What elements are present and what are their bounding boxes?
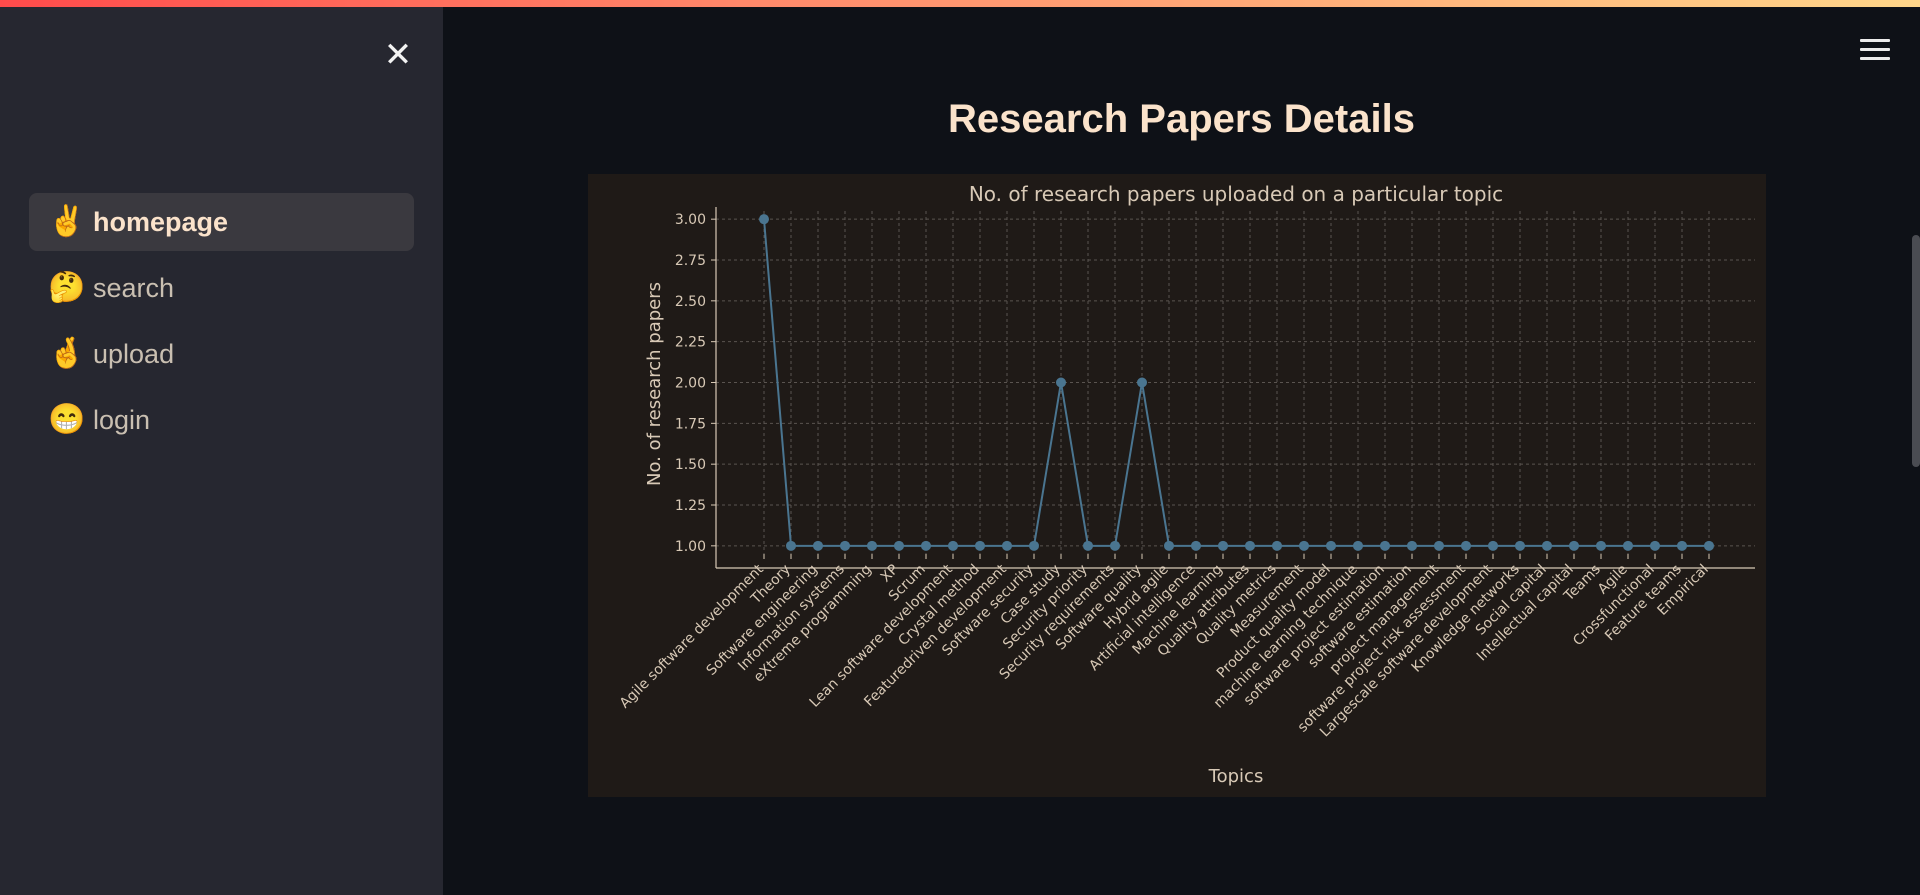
data-point	[840, 540, 850, 551]
data-point	[1677, 540, 1687, 551]
data-point	[1434, 540, 1444, 551]
data-point	[921, 540, 931, 551]
data-point	[1083, 540, 1093, 551]
y-tick-label: 1.50	[675, 457, 706, 473]
data-point	[1191, 540, 1201, 551]
data-point	[867, 540, 877, 551]
data-point	[975, 540, 985, 551]
sidebar-item-label: upload	[93, 338, 175, 369]
y-axis-label: No. of research papers	[644, 282, 665, 486]
data-point	[1002, 540, 1012, 551]
data-point	[1407, 540, 1417, 551]
accent-top-bar	[0, 0, 1920, 7]
data-point	[1542, 540, 1552, 551]
chart-title: No. of research papers uploaded on a par…	[969, 182, 1503, 206]
data-point	[1704, 540, 1714, 551]
data-point	[1596, 540, 1606, 551]
sidebar-item-upload[interactable]: 🤞 upload	[29, 325, 414, 383]
data-point	[1326, 540, 1336, 551]
y-tick-label: 2.00	[675, 376, 706, 392]
data-point	[894, 540, 904, 551]
data-point	[1245, 540, 1255, 551]
data-point	[1650, 540, 1660, 551]
data-point	[1218, 540, 1228, 551]
data-point	[1569, 540, 1579, 551]
y-tick-label: 1.75	[675, 416, 706, 432]
y-tick-label: 2.25	[675, 335, 706, 351]
page-title: Research Papers Details	[948, 97, 1415, 141]
data-point	[1488, 540, 1498, 551]
data-point	[1515, 540, 1525, 551]
sidebar-item-label: login	[93, 404, 151, 435]
data-point	[1272, 540, 1282, 551]
victory-hand-icon: ✌️	[48, 205, 86, 238]
data-point	[813, 540, 823, 551]
grinning-face-icon: 😁	[48, 403, 86, 436]
hamburger-menu-icon[interactable]	[1860, 39, 1890, 63]
data-point	[1299, 540, 1309, 551]
y-tick-label: 1.25	[675, 498, 706, 514]
line-chart: No. of research papers uploaded on a par…	[617, 182, 1755, 787]
x-tick-label: Software engineering	[703, 562, 820, 679]
sidebar: ✕ ✌️ homepage 🤔 search 🤞 upload 😁 login	[0, 7, 443, 895]
data-point	[1623, 540, 1633, 551]
data-point	[1110, 540, 1120, 551]
sidebar-item-search[interactable]: 🤔 search	[29, 259, 414, 317]
data-point	[1164, 540, 1174, 551]
data-point	[1056, 377, 1066, 388]
sidebar-item-label: homepage	[93, 206, 229, 237]
data-point	[1029, 540, 1039, 551]
y-tick-label: 3.00	[675, 212, 706, 228]
sidebar-item-label: search	[93, 272, 175, 303]
sidebar-nav: ✌️ homepage 🤔 search 🤞 upload 😁 login	[29, 193, 414, 457]
thinking-face-icon: 🤔	[48, 271, 86, 304]
chart-container: No. of research papers uploaded on a par…	[588, 174, 1766, 797]
scrollbar[interactable]	[1912, 235, 1920, 467]
data-point	[948, 540, 958, 551]
close-icon[interactable]: ✕	[383, 36, 413, 74]
series-line	[763, 219, 1709, 547]
y-tick-label: 2.50	[675, 294, 706, 310]
data-point	[1461, 540, 1471, 551]
main-content: Research Papers Details	[443, 7, 1920, 895]
data-point	[1353, 540, 1363, 551]
sidebar-item-login[interactable]: 😁 login	[29, 391, 414, 449]
sidebar-item-homepage[interactable]: ✌️ homepage	[29, 193, 414, 251]
data-point	[1137, 377, 1147, 388]
x-axis-label: Topics	[1208, 766, 1264, 787]
crossed-fingers-icon: 🤞	[48, 337, 86, 370]
data-point	[759, 214, 769, 225]
data-point	[1380, 540, 1390, 551]
y-tick-label: 1.00	[675, 539, 706, 555]
data-point	[786, 540, 796, 551]
y-tick-label: 2.75	[675, 253, 706, 269]
